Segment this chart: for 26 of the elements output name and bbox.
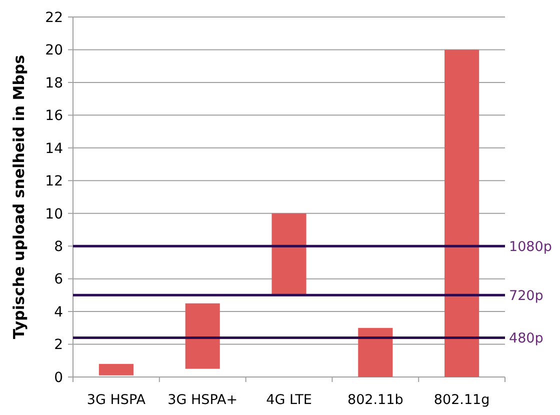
ref-line-label: 720p [509, 288, 544, 304]
y-tick-label: 14 [45, 140, 64, 157]
y-tick-label: 6 [54, 272, 64, 288]
bar [358, 328, 393, 377]
y-tick-label: 10 [45, 206, 63, 222]
ref-line-label: 480p [509, 330, 544, 346]
x-tick-label: 802.11g [434, 392, 490, 408]
x-tick-label: 3G HSPA+ [168, 392, 238, 408]
y-axis-title: Typische upload snelheid in Mbps [10, 54, 28, 340]
y-tick-label: 16 [45, 108, 64, 124]
y-tick-label: 20 [45, 42, 63, 59]
bar [98, 364, 134, 376]
y-tick-label: 22 [45, 10, 63, 26]
bar [185, 303, 220, 369]
x-tick-label: 4G LTE [266, 392, 312, 408]
y-tick-label: 18 [45, 75, 63, 92]
y-tick-label: 12 [45, 174, 63, 190]
y-tick-label: 8 [54, 238, 63, 255]
bar [444, 50, 480, 377]
y-tick-label: 4 [54, 304, 64, 320]
x-tick-label: 3G HSPA [86, 392, 146, 408]
y-tick-label: 0 [54, 370, 63, 386]
y-tick-label: 2 [54, 337, 63, 354]
ref-line-label: 1080p [509, 238, 552, 255]
bar [272, 213, 306, 296]
x-tick-label: 802.11b [347, 392, 404, 408]
